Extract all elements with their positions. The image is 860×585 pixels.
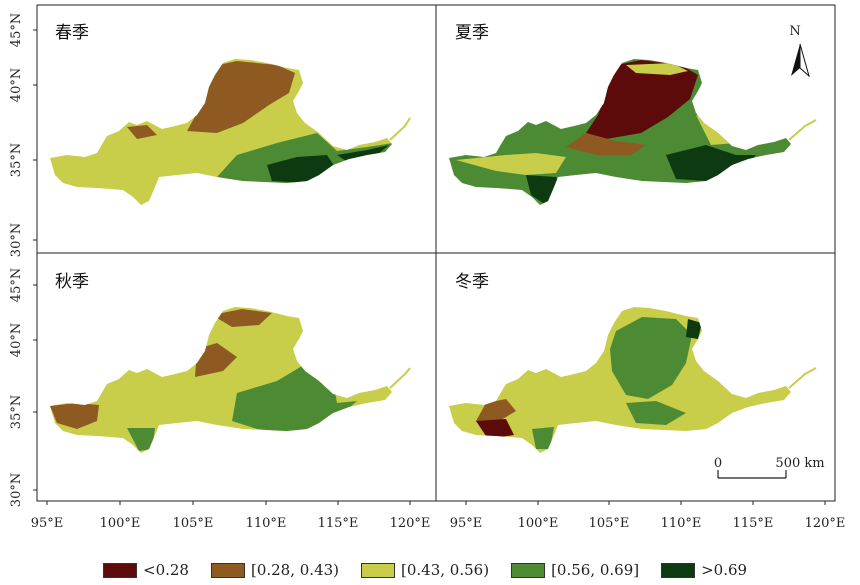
x-tick-label: 105°E — [589, 516, 630, 531]
y-tick-label: 35°N — [9, 395, 24, 429]
map-winter — [449, 307, 791, 453]
x-tick-label: 95°E — [450, 516, 483, 531]
y-tick-label: 40°N — [9, 323, 24, 357]
y-tick-label: 30°N — [9, 223, 24, 257]
y-axis-ticks — [33, 29, 37, 491]
panel-title-summer: 夏季 — [455, 23, 489, 43]
river-tail-autumn — [389, 367, 411, 389]
legend-swatch — [361, 562, 396, 578]
panel-frame-winter — [435, 252, 836, 502]
legend-item: [0.28, 0.43) — [210, 561, 340, 579]
legend-label: >0.69 — [701, 561, 748, 579]
legend-label: <0.28 — [143, 561, 189, 579]
scale-bar: 0 500 km — [714, 456, 825, 479]
x-tick-label: 120°E — [805, 516, 846, 531]
x-tick-label: 115°E — [318, 516, 359, 531]
scale-bar-start: 0 — [714, 456, 722, 471]
y-tick-label: 45°N — [9, 13, 24, 47]
river-tail-summer — [788, 119, 817, 141]
panel-title-autumn: 秋季 — [55, 272, 89, 292]
legend: <0.28 [0.28, 0.43) [0.43, 0.56) [0.56, 0… — [103, 558, 769, 582]
legend-swatch — [661, 562, 696, 578]
x-tick-label: 95°E — [31, 516, 64, 531]
y-tick-label: 40°N — [9, 68, 24, 102]
y-tick-label: 30°N — [9, 473, 24, 507]
x-tick-label: 110°E — [661, 516, 702, 531]
legend-item: [0.43, 0.56) — [361, 561, 489, 579]
map-autumn — [50, 307, 392, 453]
x-tick-label: 120°E — [390, 516, 431, 531]
legend-swatch — [511, 562, 546, 578]
north-arrow-icon: N — [789, 24, 810, 78]
x-tick-label: 105°E — [173, 516, 214, 531]
x-tick-label: 110°E — [246, 516, 287, 531]
map-summer — [449, 59, 791, 205]
river-tail-winter — [788, 367, 817, 389]
legend-swatch — [210, 562, 245, 578]
panel-title-spring: 春季 — [55, 23, 89, 43]
x-tick-label: 100°E — [518, 516, 559, 531]
x-tick-label: 115°E — [733, 516, 774, 531]
map-spring — [50, 59, 392, 205]
legend-label: [0.28, 0.43) — [250, 561, 340, 579]
legend-item: <0.28 — [103, 561, 189, 579]
x-axis-ticks — [46, 501, 826, 505]
x-tick-label: 100°E — [100, 516, 141, 531]
river-tail-spring — [389, 117, 411, 141]
legend-swatch — [103, 562, 137, 578]
scale-bar-end: 500 km — [775, 456, 824, 471]
panel-title-winter: 冬季 — [455, 272, 489, 292]
legend-label: [0.56, 0.69] — [551, 561, 640, 579]
legend-label: [0.43, 0.56) — [401, 561, 490, 579]
y-tick-label: 35°N — [9, 143, 24, 177]
legend-item: >0.69 — [661, 561, 747, 579]
legend-item: [0.56, 0.69] — [511, 561, 639, 579]
north-arrow-label: N — [789, 24, 800, 39]
y-tick-label: 45°N — [9, 268, 24, 302]
